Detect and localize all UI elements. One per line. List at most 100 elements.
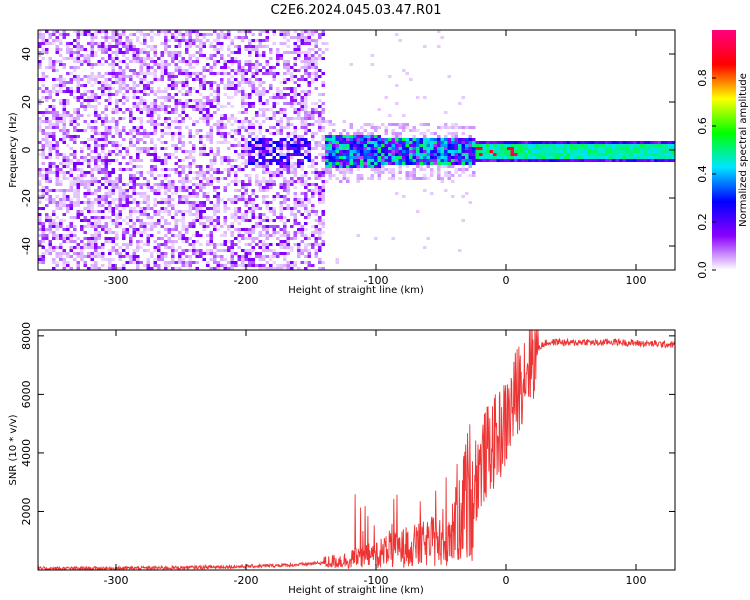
spectrogram-cell	[437, 135, 441, 138]
spectrogram-cell	[55, 117, 59, 120]
spectrogram-cell	[227, 45, 231, 48]
spectrogram-cell	[300, 66, 304, 69]
spectrogram-cell	[279, 168, 283, 171]
spectrogram-cell	[244, 228, 248, 231]
spectrogram-cell	[339, 180, 343, 183]
spectrogram-cell	[262, 81, 266, 84]
spectrogram-cell	[430, 147, 434, 150]
spectrogram-cell	[129, 237, 133, 240]
spectrogram-cell	[83, 180, 87, 183]
spectrogram-cell	[398, 126, 402, 129]
spectrogram-cell	[248, 264, 252, 267]
spectrogram-cell	[244, 111, 248, 114]
spectrogram-cell	[136, 126, 140, 129]
spectrogram-cell	[402, 129, 406, 132]
spectrogram-cell	[38, 78, 42, 81]
spectrogram-cell	[178, 129, 182, 132]
spectrogram-cell	[535, 159, 539, 162]
spectrogram-cell	[171, 252, 175, 255]
spectrogram-cell	[374, 168, 378, 171]
spectrogram-cell	[237, 165, 241, 168]
spectrogram-cell	[97, 63, 101, 66]
spectrogram-cell	[395, 159, 399, 162]
spectrogram-cell	[535, 147, 539, 150]
spectrogram-cell	[314, 75, 318, 78]
spectrogram-cell	[300, 234, 304, 237]
spectrogram-cell	[52, 246, 56, 249]
spectrogram-cell	[272, 249, 276, 252]
spectrogram-cell	[258, 189, 262, 192]
colorbar-tick-label: 0.2	[696, 213, 709, 231]
spectrogram-cell	[83, 156, 87, 159]
spectrogram-cell	[363, 165, 367, 168]
spectrogram-cell	[255, 48, 259, 51]
spectrogram-cell	[206, 195, 210, 198]
spectrogram-cell	[300, 126, 304, 129]
spectrogram-cell	[66, 114, 70, 117]
spectrogram-cell	[230, 258, 234, 261]
spectrogram-cell	[199, 111, 203, 114]
spectrogram-cell	[209, 102, 213, 105]
spectrogram-cell	[202, 105, 206, 108]
spectrogram-cell	[164, 33, 168, 36]
spectrogram-cell	[223, 219, 227, 222]
spectrogram-cell	[213, 258, 217, 261]
spectrogram-cell	[199, 189, 203, 192]
spectrogram-cell	[167, 51, 171, 54]
spectrogram-cell	[241, 264, 245, 267]
spectrogram-cell	[321, 195, 325, 198]
spectrogram-cell	[164, 108, 168, 111]
spectrogram-cell	[209, 207, 213, 210]
spectrogram-cell	[255, 174, 259, 177]
spectrogram-cell	[160, 243, 164, 246]
spectrogram-cell	[255, 51, 259, 54]
spectrogram-cell	[83, 141, 87, 144]
spectrogram-cell	[202, 45, 206, 48]
spectrogram-cell	[55, 90, 59, 93]
spectrogram-cell	[230, 60, 234, 63]
spectrogram-cell	[234, 87, 238, 90]
spectrogram-cell	[97, 72, 101, 75]
spectrogram-cell	[209, 231, 213, 234]
spectrogram-cell	[328, 120, 332, 123]
spectrogram-cell	[234, 261, 238, 264]
spectrogram-cell	[503, 153, 507, 156]
spectrogram-cell	[255, 141, 259, 144]
spectrogram-cell	[255, 78, 259, 81]
spectrogram-cell	[38, 42, 42, 45]
spectrogram-cell	[199, 210, 203, 213]
spectrogram-cell	[73, 156, 77, 159]
spectrogram-cell	[255, 237, 259, 240]
spectrogram-cell	[132, 261, 136, 264]
spectrogram-cell	[164, 60, 168, 63]
spectrogram-cell	[286, 141, 290, 144]
spectrogram-cell	[286, 168, 290, 171]
spectrogram-cell	[122, 81, 126, 84]
spectrogram-cell	[83, 159, 87, 162]
spectrogram-cell	[94, 120, 98, 123]
spectrogram-cell	[297, 222, 301, 225]
spectrogram-cell	[307, 153, 311, 156]
spectrogram-cell	[297, 147, 301, 150]
spectrogram-cell	[143, 222, 147, 225]
spectrogram-cell	[171, 84, 175, 87]
spectrogram-cell	[437, 141, 441, 144]
spectrogram-cell	[97, 231, 101, 234]
spectrogram-cell	[160, 69, 164, 72]
spectrogram-cell	[318, 231, 322, 234]
spectrogram-cell	[573, 147, 577, 150]
spectrogram-cell	[230, 252, 234, 255]
spectrogram-cell	[66, 135, 70, 138]
spectrogram-cell	[94, 126, 98, 129]
spectrogram-cell	[307, 141, 311, 144]
spectrogram-cell	[307, 81, 311, 84]
spectrogram-cell	[45, 180, 49, 183]
spectrogram-cell	[255, 114, 259, 117]
y-tick-label: 6000	[20, 380, 33, 408]
spectrogram-cell	[101, 177, 105, 180]
spectrogram-cell	[202, 177, 206, 180]
spectrogram-cell	[41, 75, 45, 78]
spectrogram-cell	[136, 210, 140, 213]
spectrogram-cell	[258, 78, 262, 81]
spectrogram-cell	[419, 132, 423, 135]
